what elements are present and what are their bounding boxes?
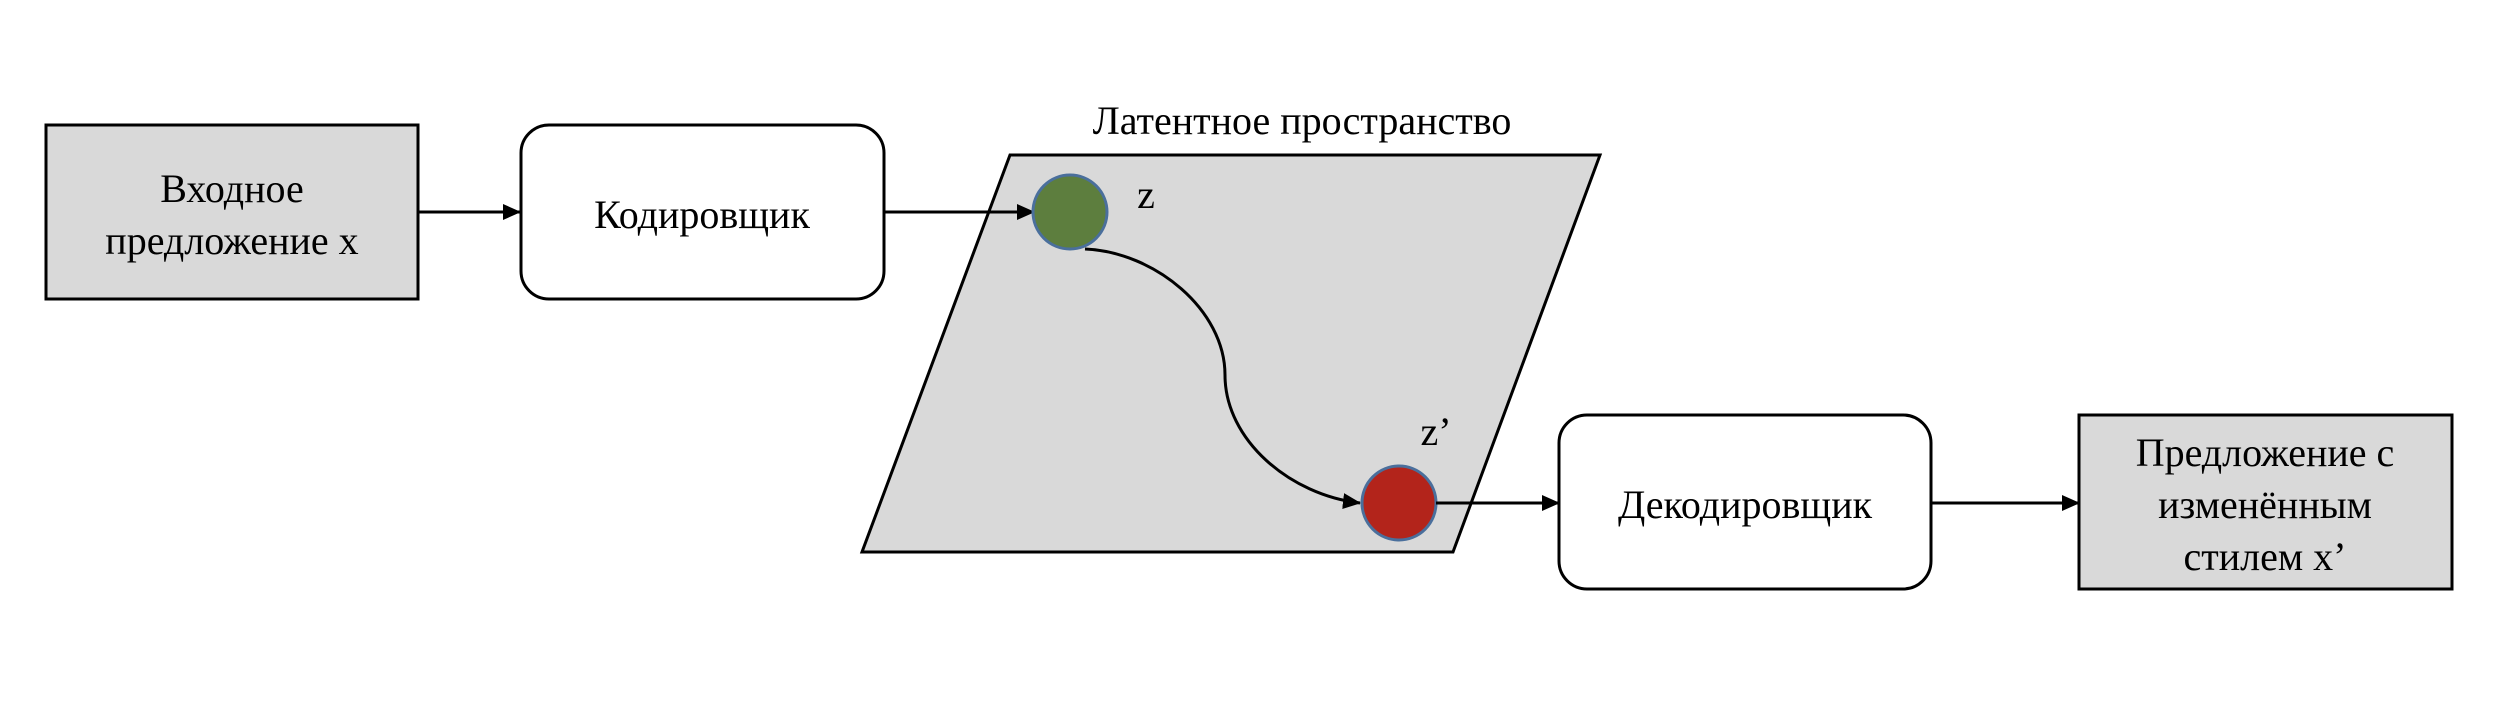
output-sentence-line-1: Предложение с [2136, 430, 2395, 475]
latent-transition-curve [1084, 247, 1361, 510]
decoder-label: Декодировщик [1618, 482, 1873, 527]
input-sentence-line-1: Входное [160, 166, 303, 211]
input-sentence-line-2: предложение x [105, 218, 358, 263]
z-point [1031, 173, 1109, 251]
decoder-box: Декодировщик [1557, 413, 1933, 591]
input-sentence-box: Входное предложение x [44, 123, 420, 301]
output-sentence-box: Предложение с изменённым стилем x’ [2077, 413, 2454, 591]
latent-space-plane [859, 153, 1603, 554]
z-label: z [1137, 172, 1155, 217]
z-prime-point [1360, 464, 1438, 542]
output-sentence-line-3: стилем x’ [2184, 534, 2347, 579]
latent-space-title: Латентное пространство [1093, 98, 1512, 143]
encoder-label: Кодировщик [594, 192, 810, 237]
output-sentence-line-2: изменённым [2158, 482, 2372, 527]
z-prime-label: z’ [1420, 409, 1451, 454]
encoder-box: Кодировщик [519, 123, 886, 301]
